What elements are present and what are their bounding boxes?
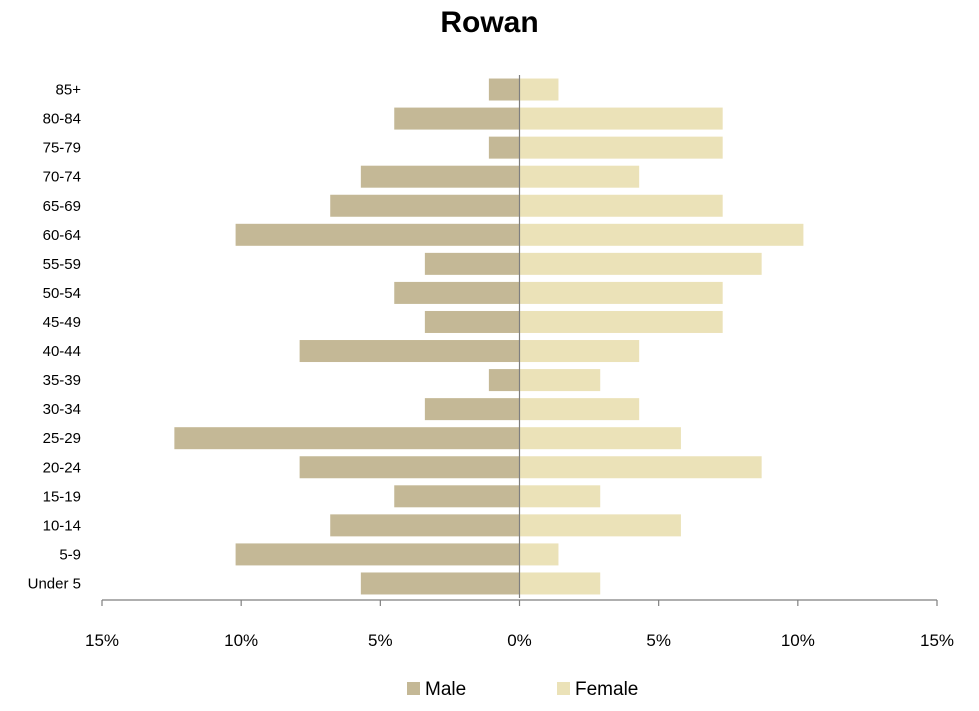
x-tick-label: 0% (507, 631, 532, 650)
x-tick-label: 10% (781, 631, 815, 650)
bar-female-80-84 (519, 107, 723, 130)
legend-label: Female (575, 679, 638, 700)
bar-female-under-5 (519, 572, 601, 595)
bar-female-25-29 (519, 427, 681, 450)
bar-female-50-54 (519, 281, 723, 304)
category-label: 65-69 (43, 198, 81, 215)
bar-female-85+ (519, 78, 559, 101)
bar-male-65-69 (330, 194, 520, 217)
category-label: 55-59 (43, 256, 81, 273)
category-label: 70-74 (43, 169, 81, 186)
x-tick-label: 10% (224, 631, 258, 650)
bar-female-65-69 (519, 194, 723, 217)
bar-female-60-64 (519, 223, 804, 246)
legend-item-female: Female (557, 679, 638, 700)
bar-female-35-39 (519, 369, 601, 392)
category-label: 85+ (56, 82, 82, 99)
bar-male-85+ (488, 78, 520, 101)
bar-female-75-79 (519, 136, 723, 159)
bar-male-45-49 (424, 310, 520, 333)
x-tick-label: 15% (920, 631, 954, 650)
category-label: 60-64 (43, 227, 81, 244)
bar-female-20-24 (519, 456, 762, 479)
chart-title: Rowan (440, 6, 539, 39)
bar-male-25-29 (174, 427, 520, 450)
bar-male-60-64 (235, 223, 520, 246)
bar-male-75-79 (488, 136, 520, 159)
bar-male-15-19 (394, 485, 520, 508)
bar-female-40-44 (519, 340, 640, 363)
legend-swatch (407, 682, 420, 695)
category-label: 10-14 (43, 517, 81, 534)
bar-male-10-14 (330, 514, 520, 537)
category-label: 75-79 (43, 140, 81, 157)
category-label: 35-39 (43, 372, 81, 389)
bar-female-55-59 (519, 252, 762, 275)
category-label: 50-54 (43, 285, 81, 302)
category-label: 15-19 (43, 488, 81, 505)
bar-male-40-44 (299, 340, 520, 363)
category-label: 25-29 (43, 430, 81, 447)
legend-item-male: Male (407, 679, 466, 700)
legend-label: Male (425, 679, 466, 700)
bar-female-5-9 (519, 543, 559, 566)
category-label: 20-24 (43, 459, 81, 476)
category-label: 30-34 (43, 401, 81, 418)
bar-male-35-39 (488, 369, 520, 392)
bar-female-10-14 (519, 514, 681, 537)
legend-swatch (557, 682, 570, 695)
bar-female-15-19 (519, 485, 601, 508)
category-label: 45-49 (43, 314, 81, 331)
bar-male-under-5 (360, 572, 520, 595)
category-label: 5-9 (59, 546, 81, 563)
bar-female-45-49 (519, 310, 723, 333)
bar-male-50-54 (394, 281, 520, 304)
bar-male-70-74 (360, 165, 520, 188)
bar-female-70-74 (519, 165, 640, 188)
bar-male-30-34 (424, 398, 520, 421)
category-label: 80-84 (43, 111, 81, 128)
x-tick-label: 15% (85, 631, 119, 650)
x-tick-label: 5% (646, 631, 671, 650)
bar-female-30-34 (519, 398, 640, 421)
x-tick-label: 5% (368, 631, 393, 650)
series-male (174, 78, 520, 595)
category-label: 40-44 (43, 343, 81, 360)
bar-male-5-9 (235, 543, 520, 566)
bar-male-80-84 (394, 107, 520, 130)
category-label: Under 5 (28, 575, 81, 592)
bar-male-20-24 (299, 456, 520, 479)
series-female (519, 78, 804, 595)
bar-male-55-59 (424, 252, 520, 275)
